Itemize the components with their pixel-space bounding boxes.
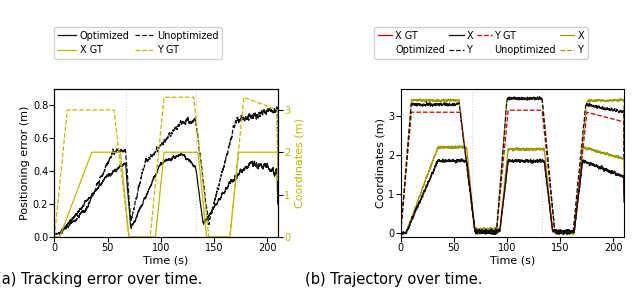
X-axis label: Time (s): Time (s) [490, 256, 535, 266]
X-axis label: Time (s): Time (s) [143, 256, 189, 266]
Text: (a) Tracking error over time.: (a) Tracking error over time. [0, 272, 202, 287]
Y-axis label: Coordinates (m): Coordinates (m) [294, 118, 305, 208]
Legend: X GT, Optimized, X, Y, Y GT, Unoptimized, X, Y: X GT, Optimized, X, Y, Y GT, Unoptimized… [374, 27, 588, 59]
Text: (b) Trajectory over time.: (b) Trajectory over time. [305, 272, 483, 287]
Legend: Optimized, X GT, Unoptimized, Y GT: Optimized, X GT, Unoptimized, Y GT [54, 27, 222, 59]
Y-axis label: Positioning error (m): Positioning error (m) [20, 106, 30, 220]
Y-axis label: Coordinates (m): Coordinates (m) [375, 118, 385, 208]
